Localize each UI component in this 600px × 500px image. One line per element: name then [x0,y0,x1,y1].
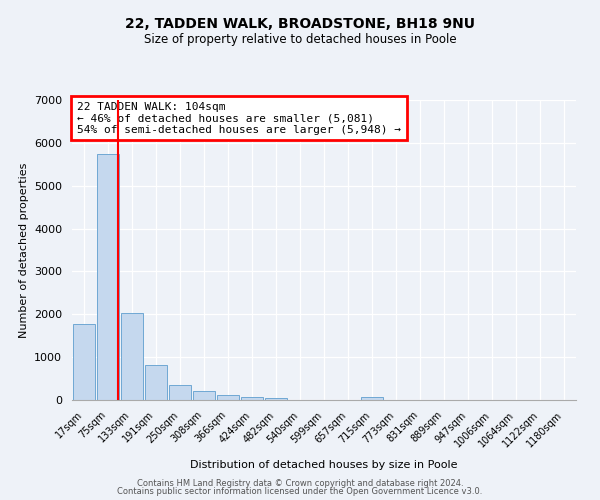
Bar [265,398,287,400]
Text: 22, TADDEN WALK, BROADSTONE, BH18 9NU: 22, TADDEN WALK, BROADSTONE, BH18 9NU [125,18,475,32]
Bar [241,398,263,400]
X-axis label: Distribution of detached houses by size in Poole: Distribution of detached houses by size … [190,460,458,470]
Bar [361,398,383,400]
Bar [169,386,191,400]
Bar [73,324,95,400]
Bar [193,392,215,400]
Text: 22 TADDEN WALK: 104sqm
← 46% of detached houses are smaller (5,081)
54% of semi-: 22 TADDEN WALK: 104sqm ← 46% of detached… [77,102,401,134]
Bar [121,312,143,400]
Text: Contains public sector information licensed under the Open Government Licence v3: Contains public sector information licen… [118,487,482,496]
Bar [145,365,167,400]
Bar [97,154,119,400]
Y-axis label: Number of detached properties: Number of detached properties [19,162,29,338]
Text: Size of property relative to detached houses in Poole: Size of property relative to detached ho… [143,32,457,46]
Bar [217,396,239,400]
Text: Contains HM Land Registry data © Crown copyright and database right 2024.: Contains HM Land Registry data © Crown c… [137,478,463,488]
